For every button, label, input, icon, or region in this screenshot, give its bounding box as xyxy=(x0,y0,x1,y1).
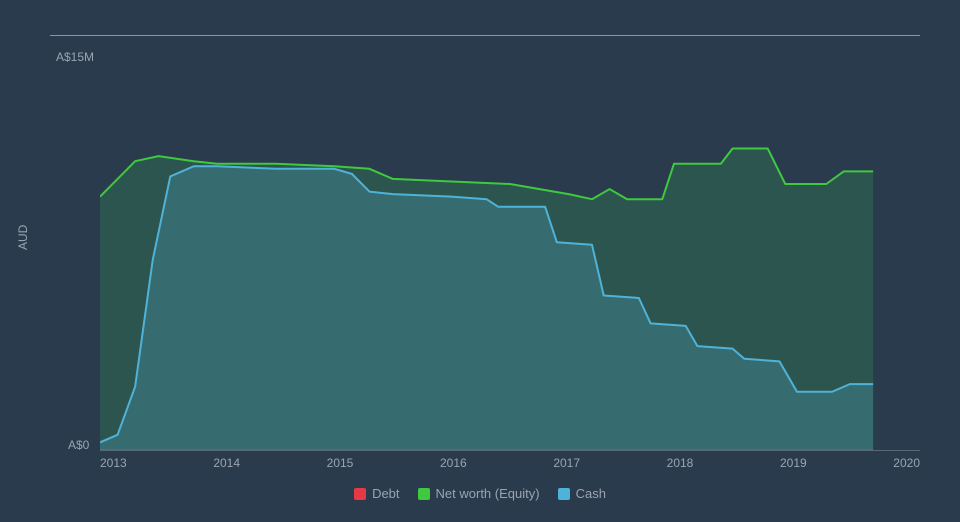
x-tick-label: 2018 xyxy=(667,456,694,470)
x-tick-label: 2013 xyxy=(100,456,127,470)
legend-swatch xyxy=(418,488,430,500)
legend-item: Cash xyxy=(558,486,606,501)
legend-label: Net worth (Equity) xyxy=(436,486,540,501)
chart-legend: Debt Net worth (Equity) Cash xyxy=(0,486,960,501)
x-tick-label: 2020 xyxy=(893,456,920,470)
y-axis-label: AUD xyxy=(16,225,30,250)
x-tick-label: 2014 xyxy=(213,456,240,470)
legend-item: Net worth (Equity) xyxy=(418,486,540,501)
x-axis-line xyxy=(100,450,920,451)
legend-swatch xyxy=(558,488,570,500)
chart-plot xyxy=(100,70,920,450)
y-zero-label: A$0 xyxy=(68,438,89,452)
y-max-label: A$15M xyxy=(56,50,94,64)
x-axis-ticks: 2013 2014 2015 2016 2017 2018 2019 2020 xyxy=(100,456,920,470)
legend-label: Debt xyxy=(372,486,399,501)
chart-top-rule xyxy=(50,35,920,54)
horizontal-rule xyxy=(50,35,920,36)
x-tick-label: 2019 xyxy=(780,456,807,470)
x-tick-label: 2015 xyxy=(327,456,354,470)
x-tick-label: 2016 xyxy=(440,456,467,470)
x-tick-label: 2017 xyxy=(553,456,580,470)
legend-item: Debt xyxy=(354,486,399,501)
legend-label: Cash xyxy=(576,486,606,501)
legend-swatch xyxy=(354,488,366,500)
